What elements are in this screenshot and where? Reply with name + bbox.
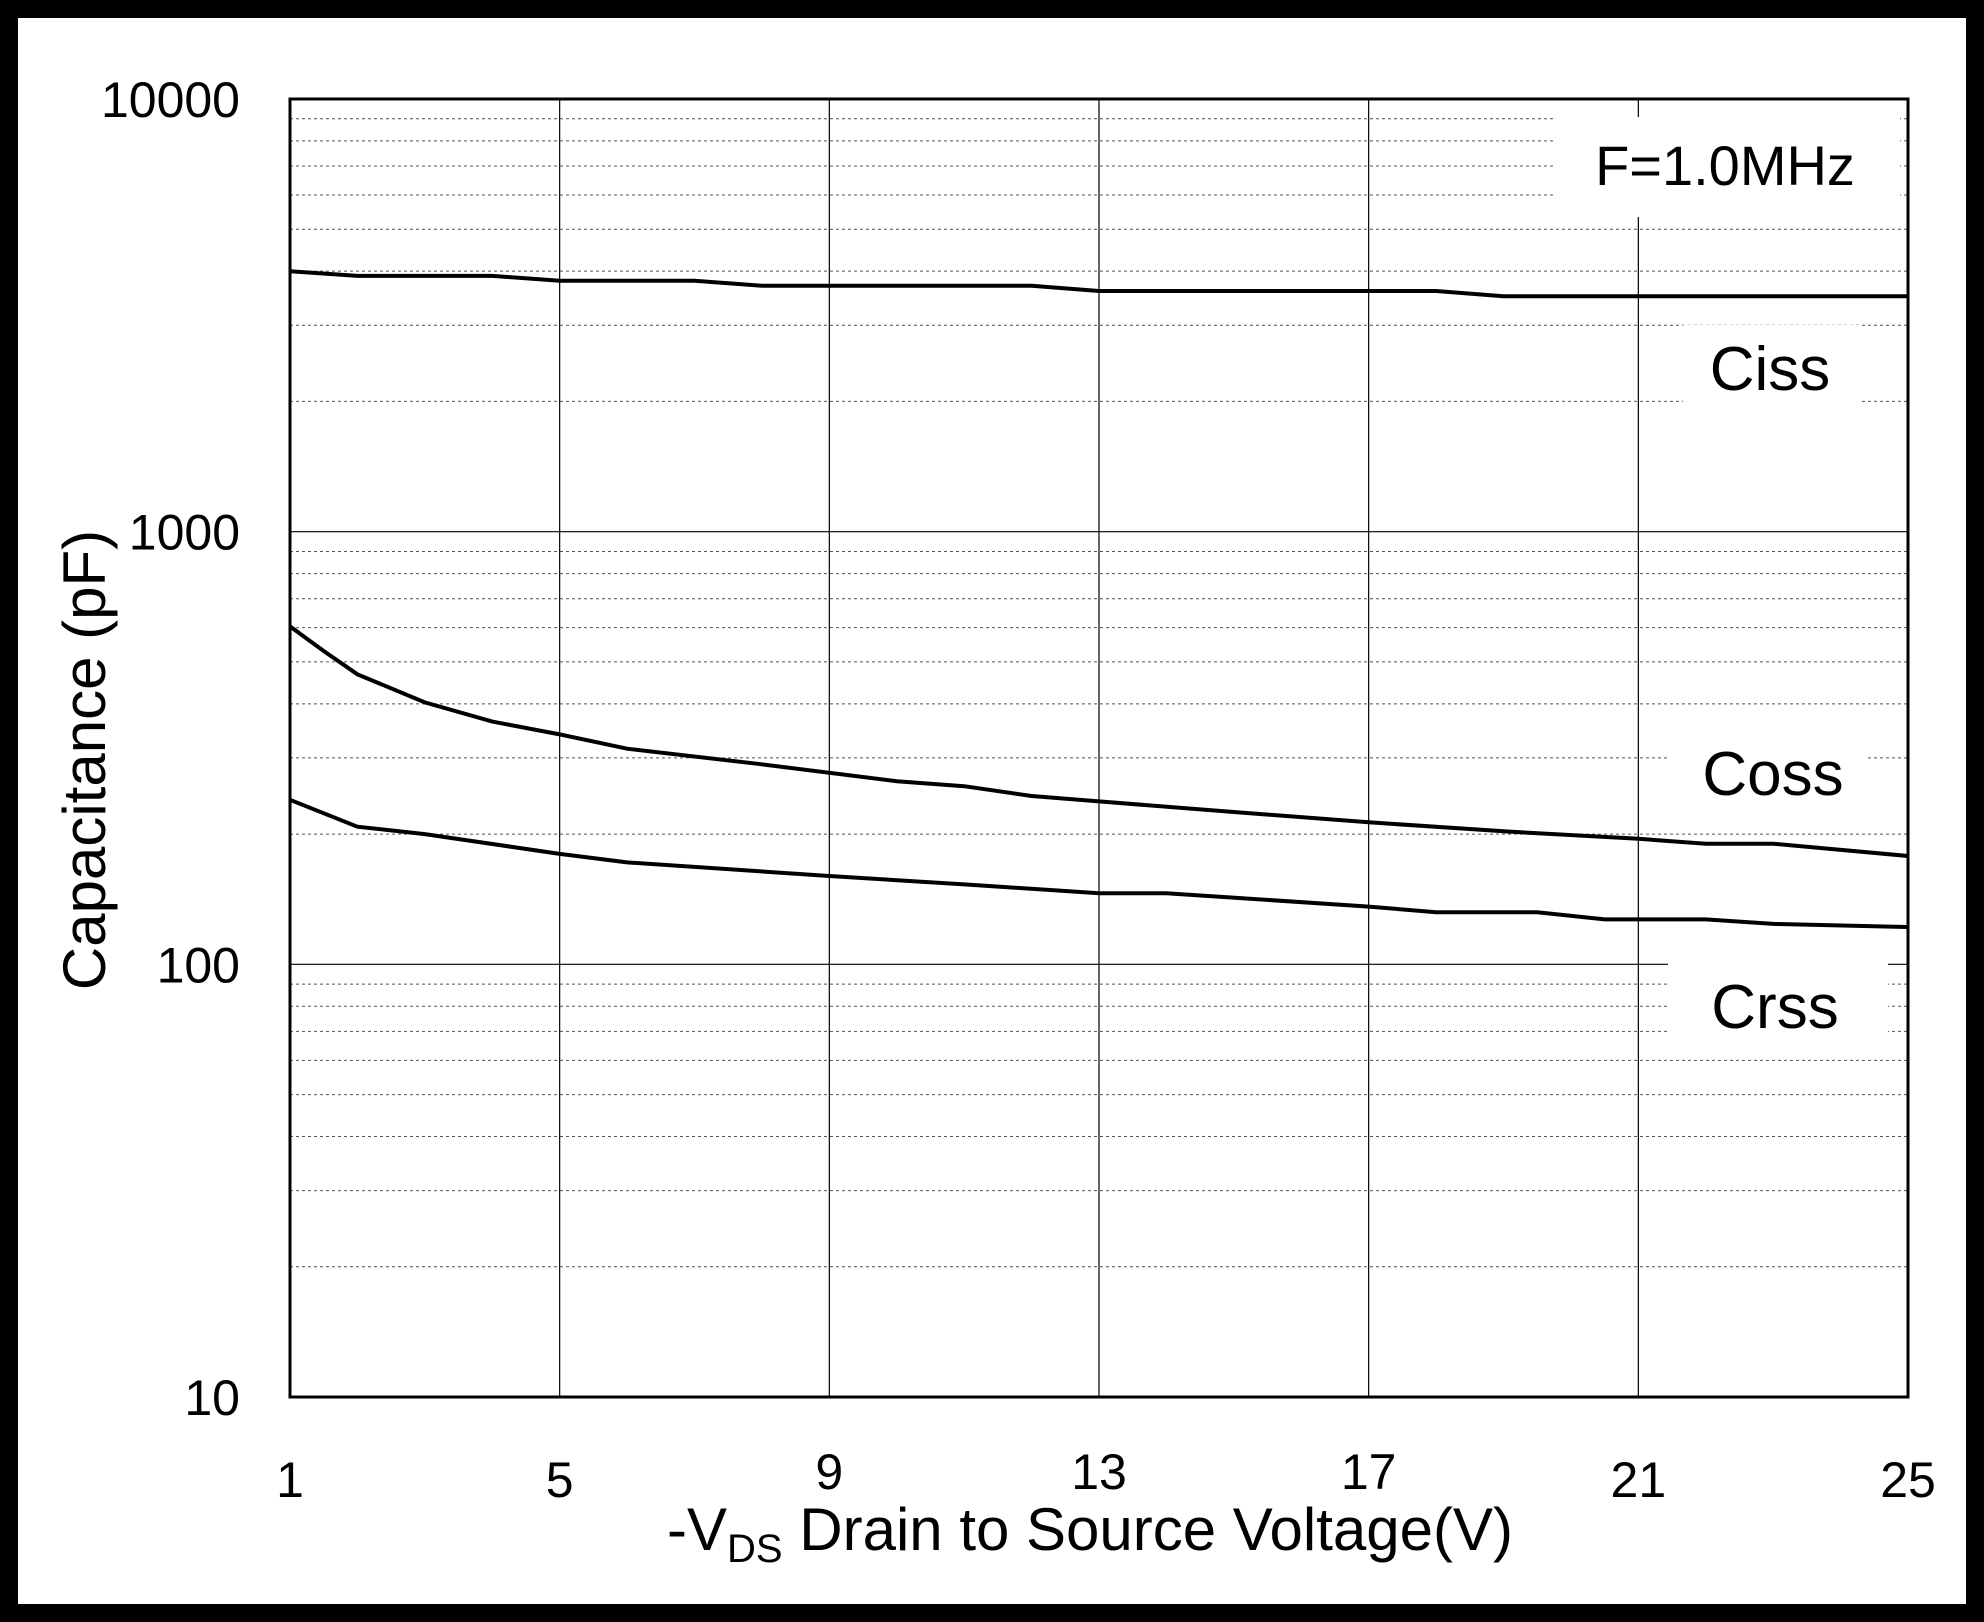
y-tick-label: 1000 bbox=[129, 505, 240, 561]
y-tick-label: 10000 bbox=[101, 72, 240, 128]
x-tick-label: 25 bbox=[1880, 1452, 1936, 1508]
y-axis-label: Capacitance (pF) bbox=[51, 530, 118, 990]
series-line-coss bbox=[288, 624, 1909, 858]
series-label-coss: Coss bbox=[1702, 740, 1843, 809]
chart-background bbox=[18, 18, 1966, 1604]
x-tick-label: 1 bbox=[276, 1452, 304, 1508]
series-label-ciss: Ciss bbox=[1710, 335, 1831, 404]
x-axis-label: -VDS Drain to Source Voltage(V) bbox=[667, 1496, 1513, 1571]
x-tick-label: 17 bbox=[1341, 1444, 1397, 1500]
plot-frame bbox=[288, 97, 1910, 1399]
x-tick-label: 13 bbox=[1071, 1444, 1127, 1500]
series-label-crss: Crss bbox=[1711, 973, 1838, 1042]
label-background bbox=[1668, 730, 1868, 825]
label-background bbox=[1683, 325, 1860, 415]
label-background bbox=[1668, 960, 1888, 1058]
x-tick-label: 9 bbox=[815, 1444, 843, 1500]
series-line-ciss bbox=[289, 269, 1908, 299]
series-line-crss bbox=[289, 797, 1909, 929]
x-tick-label: 21 bbox=[1611, 1452, 1667, 1508]
frequency-annotation: F=1.0MHz bbox=[1595, 134, 1855, 197]
label-background bbox=[1555, 117, 1900, 217]
y-tick-label: 10 bbox=[184, 1370, 240, 1426]
x-tick-label: 5 bbox=[546, 1452, 574, 1508]
y-tick-label: 100 bbox=[157, 937, 240, 993]
